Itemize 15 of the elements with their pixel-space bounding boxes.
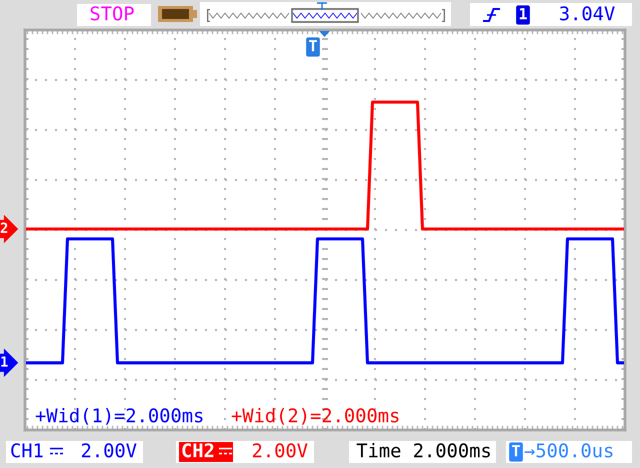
text: CH2 [182,443,214,458]
text: 2.00V [82,443,136,458]
text: 3.04V [560,6,615,20]
annotation: +Wid(1)=2.000ms [36,408,202,425]
text: STOP [90,6,134,20]
legend-label: 1 [520,8,527,20]
series-label: 2 [0,222,8,233]
text: 1 [1,356,8,367]
text: T [309,40,317,52]
annotation: +Wid(2)=2.000ms [232,408,398,425]
text: CH1 [11,443,43,458]
text: T [512,445,520,456]
text: →500.0us [524,443,612,458]
text: 2.00V [252,443,308,458]
text: Time 2.000ms [356,442,490,458]
